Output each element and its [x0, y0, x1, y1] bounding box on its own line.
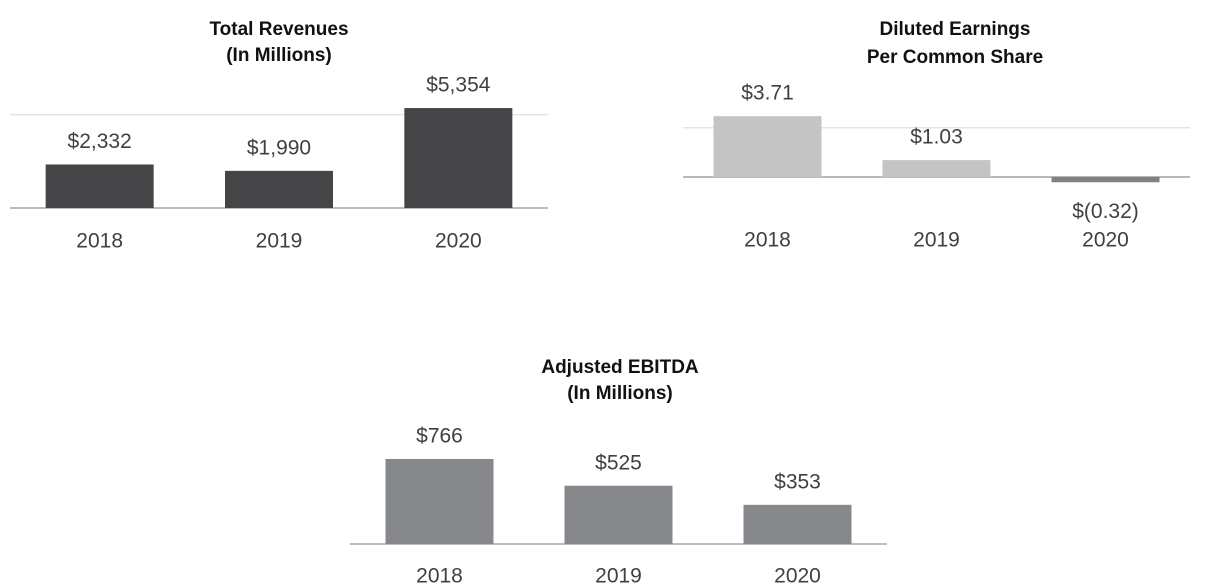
value-label: $525	[595, 451, 642, 474]
value-label: $353	[774, 470, 821, 493]
x-tick-label: 2018	[744, 229, 791, 252]
chart-title: Total Revenues	[209, 19, 348, 40]
chart-title: (In Millions)	[226, 45, 332, 66]
bar	[225, 170, 333, 208]
chart-title: Diluted Earnings	[880, 19, 1031, 40]
value-label: $(0.32)	[1072, 200, 1139, 223]
x-tick-label: 2019	[595, 565, 642, 587]
x-tick-label: 2020	[1082, 229, 1129, 252]
x-tick-label: 2019	[256, 230, 303, 253]
value-label: $2,332	[68, 130, 132, 153]
bar	[713, 116, 822, 177]
value-label: $1,990	[247, 136, 311, 159]
value-label: $5,354	[426, 74, 491, 97]
x-tick-label: 2019	[913, 229, 960, 252]
value-label: $3.71	[741, 82, 794, 105]
x-tick-label: 2020	[435, 230, 482, 253]
bar	[743, 504, 852, 544]
chart-title: Per Common Share	[867, 47, 1043, 68]
bar	[404, 108, 513, 208]
x-tick-label: 2018	[416, 565, 463, 587]
value-label: $1.03	[910, 126, 963, 149]
chart-title: (In Millions)	[567, 383, 673, 404]
x-tick-label: 2018	[76, 230, 123, 253]
chart-title: Adjusted EBITDA	[541, 357, 699, 378]
bar	[45, 164, 154, 208]
bar	[1051, 177, 1160, 183]
bar	[385, 458, 494, 544]
bar	[564, 485, 673, 544]
x-tick-label: 2020	[774, 565, 821, 587]
value-label: $766	[416, 425, 463, 448]
bar	[882, 160, 991, 177]
